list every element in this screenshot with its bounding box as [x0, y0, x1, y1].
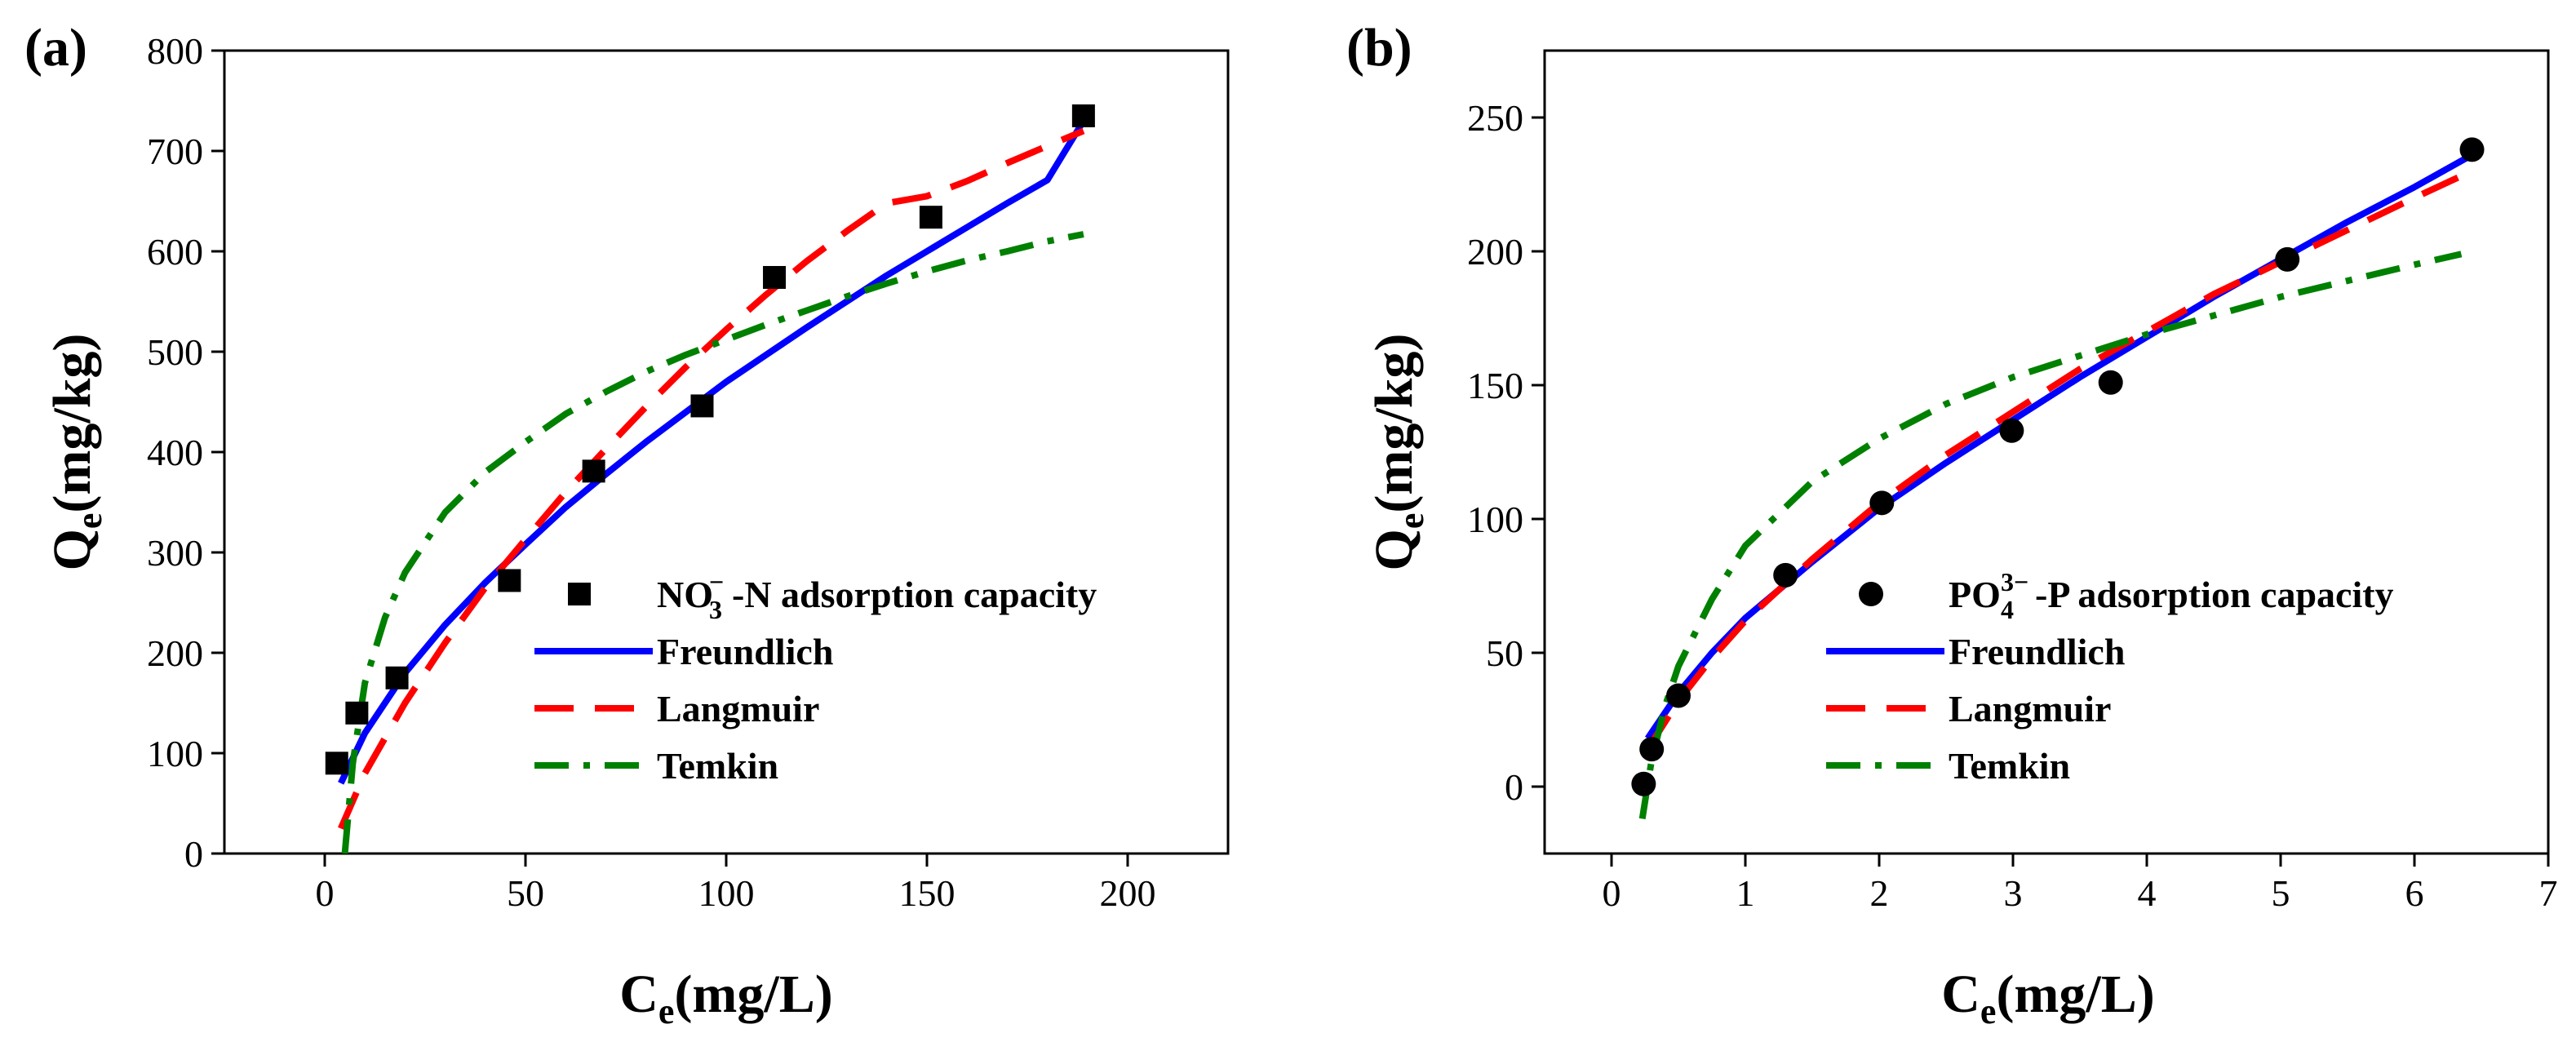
x-tick-label: 0 — [1603, 872, 1621, 914]
series-line-temkin — [1638, 251, 2463, 820]
legend-marker — [1859, 582, 1883, 606]
y-axis-title: Qe(mg/kg) — [1364, 334, 1431, 571]
plot-frame — [1543, 49, 2550, 855]
x-tick-label: 50 — [507, 872, 544, 914]
y-tick-label: 200 — [1467, 231, 1523, 273]
legend-label-scatter: NO3− -N adsorption capacity — [657, 567, 1097, 624]
y-tick-label: 800 — [147, 30, 203, 72]
legend-label-freundlich: Freundlich — [1949, 631, 2125, 672]
y-tick-label: 400 — [147, 432, 203, 473]
data-point — [1639, 737, 1665, 762]
x-tick-label: 2 — [1870, 872, 1889, 914]
panel-a: 0 50 100 150 200 0 100 200 300 400 500 600 700 800 (a)… — [24, 18, 1230, 1031]
data-point — [1071, 104, 1095, 127]
data-point — [498, 569, 521, 592]
legend-label-freundlich: Freundlich — [657, 631, 833, 672]
data-point — [2098, 370, 2123, 395]
plot-frame — [223, 49, 1230, 855]
panel-b: 0 1 2 3 4 5 6 7 0 50 100 150 200 250 (b) Ce(mg/L) Qe(mg/… — [1346, 18, 2558, 1031]
y-tick-label: 0 — [1505, 766, 1523, 808]
data-point — [582, 459, 605, 483]
y-tick-label: 200 — [147, 632, 203, 674]
x-axis-title: Ce(mg/L) — [1941, 965, 2155, 1031]
x-tick-label: 7 — [2539, 872, 2558, 914]
data-point — [763, 265, 787, 289]
data-point — [1999, 418, 2024, 443]
series-line-freundlich — [338, 119, 1087, 785]
x-tick-label: 3 — [2004, 872, 2023, 914]
y-axis-title: Qe(mg/kg) — [42, 334, 109, 571]
data-point — [2459, 137, 2485, 162]
x-tick-label: 200 — [1100, 872, 1156, 914]
legend-label-temkin: Temkin — [1949, 745, 2070, 787]
legend-label-langmuir: Langmuir — [657, 688, 819, 729]
y-tick-label: 0 — [184, 833, 203, 875]
y-tick-label: 50 — [1486, 632, 1523, 674]
y-tick-label: 300 — [147, 532, 203, 574]
x-tick-label: 4 — [2138, 872, 2157, 914]
data-point — [325, 752, 348, 775]
x-tick-label: 1 — [1736, 872, 1755, 914]
y-tick-label: 600 — [147, 231, 203, 273]
data-point — [2275, 246, 2300, 272]
panel-label: (a) — [24, 18, 87, 78]
x-tick-label: 6 — [2405, 872, 2424, 914]
x-tick-label: 100 — [698, 872, 755, 914]
data-point — [1631, 771, 1656, 796]
data-point — [345, 701, 369, 725]
series-line-temkin — [341, 231, 1084, 854]
y-tick-label: 100 — [1467, 499, 1523, 540]
y-tick-label: 100 — [147, 733, 203, 774]
legend-marker — [568, 583, 591, 605]
x-tick-label: 150 — [899, 872, 955, 914]
data-point — [690, 394, 714, 418]
x-axis-title: Ce(mg/L) — [619, 965, 833, 1031]
data-point — [385, 666, 409, 690]
data-point — [1869, 490, 1895, 516]
y-tick-label: 250 — [1467, 97, 1523, 139]
panel-label: (b) — [1346, 18, 1412, 78]
x-tick-label: 5 — [2272, 872, 2290, 914]
series-line-langmuir — [338, 127, 1085, 830]
series-line-langmuir — [1644, 167, 2474, 752]
y-tick-label: 700 — [147, 131, 203, 172]
y-tick-label: 500 — [147, 331, 203, 373]
data-point — [1773, 562, 1798, 588]
data-point — [919, 206, 942, 229]
legend-label-scatter: PO43− -P adsorption capacity — [1949, 567, 2394, 624]
y-tick-label: 150 — [1467, 365, 1523, 406]
legend-label-langmuir: Langmuir — [1949, 688, 2111, 729]
x-tick-label: 0 — [316, 872, 335, 914]
data-point — [1666, 683, 1691, 708]
legend-label-temkin: Temkin — [657, 745, 778, 787]
